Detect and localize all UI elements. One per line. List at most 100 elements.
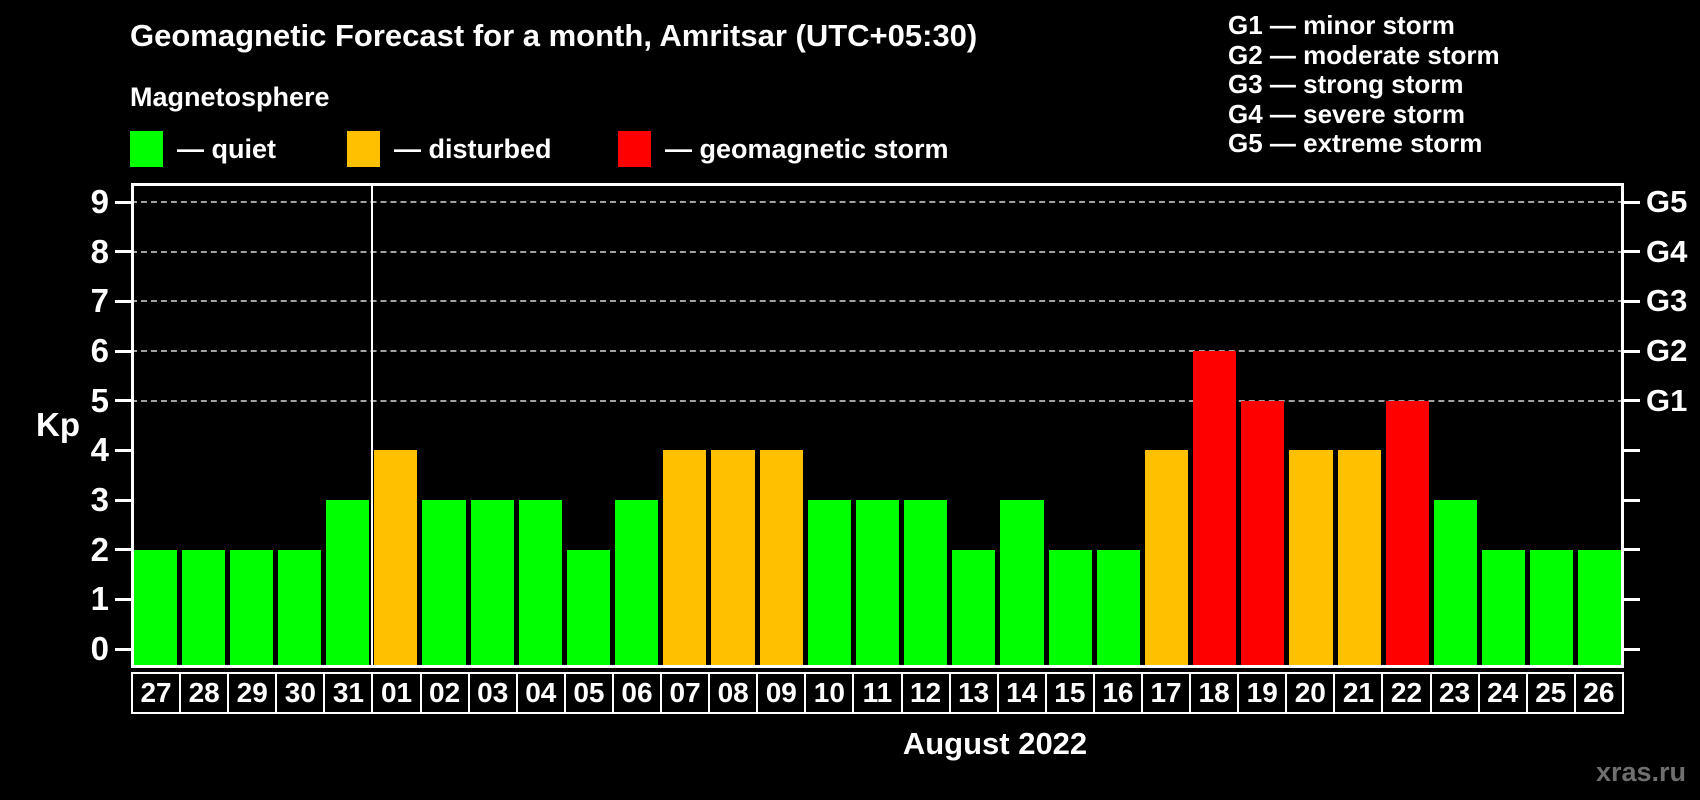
kp-bar-day-04 xyxy=(518,500,562,668)
y-tick-left-5 xyxy=(115,399,131,403)
storm-scale-legend: G1 — minor storm G2 — moderate storm G3 … xyxy=(1228,10,1500,159)
y-tick-left-0 xyxy=(115,647,131,651)
y-tick-left-1 xyxy=(115,597,131,601)
y-tick-right-4 xyxy=(1624,448,1640,452)
day-label-07: 07 xyxy=(660,672,711,714)
day-label-05: 05 xyxy=(563,672,614,714)
day-label-20: 20 xyxy=(1285,672,1336,714)
kp-bar-day-21 xyxy=(1337,450,1381,668)
day-label-08: 08 xyxy=(708,672,759,714)
right-axis-label-g4: G4 xyxy=(1646,233,1688,269)
day-label-16: 16 xyxy=(1092,672,1143,714)
day-label-09: 09 xyxy=(756,672,807,714)
kp-bar-day-20 xyxy=(1289,450,1333,668)
y-tick-right-8 xyxy=(1624,250,1640,254)
y-tick-right-1 xyxy=(1624,597,1640,601)
day-label-21: 21 xyxy=(1333,672,1384,714)
kp-bar-day-14 xyxy=(1000,500,1044,668)
kp-bar-day-29 xyxy=(229,549,273,668)
day-label-22: 22 xyxy=(1381,672,1432,714)
kp-bar-day-19 xyxy=(1241,400,1285,668)
y-axis-label-3: 3 xyxy=(90,481,109,519)
y-tick-right-3 xyxy=(1624,498,1640,502)
legend-item-quiet: — quiet xyxy=(130,130,276,168)
legend-item-storm: — geomagnetic storm xyxy=(618,130,949,168)
day-label-31: 31 xyxy=(323,672,374,714)
legend-item-disturbed: — disturbed xyxy=(347,130,552,168)
kp-bar-day-09 xyxy=(759,450,803,668)
storm-scale-item-g5: G5 — extreme storm xyxy=(1228,128,1483,159)
kp-bar-day-08 xyxy=(711,450,755,668)
day-label-06: 06 xyxy=(611,672,663,714)
right-axis-label-g1: G1 xyxy=(1646,382,1688,418)
y-axis-label-6: 6 xyxy=(90,332,109,370)
watermark: xras.ru xyxy=(1595,757,1686,787)
y-axis-label-9: 9 xyxy=(90,183,109,221)
day-label-27: 27 xyxy=(131,672,182,714)
kp-bar-day-07 xyxy=(663,450,707,668)
storm-scale-item-g1: G1 — minor storm xyxy=(1228,10,1455,40)
kp-bar-day-16 xyxy=(1096,549,1140,668)
kp-bar-day-27 xyxy=(133,549,177,668)
kp-bar-day-06 xyxy=(615,500,659,668)
month-separator-line xyxy=(370,183,373,668)
day-label-14: 14 xyxy=(996,672,1047,714)
storm-scale-item-g3: G3 — strong storm xyxy=(1228,69,1464,100)
day-label-04: 04 xyxy=(515,672,566,714)
gridline-kp-5 xyxy=(131,399,1624,402)
day-label-18: 18 xyxy=(1189,672,1240,714)
kp-bar-day-10 xyxy=(807,500,851,668)
day-label-28: 28 xyxy=(179,672,230,714)
y-axis-label-7: 7 xyxy=(90,282,109,320)
magnetosphere-label: Magnetosphere xyxy=(130,82,330,112)
y-axis-title: Kp xyxy=(36,406,80,443)
kp-bar-day-15 xyxy=(1048,549,1092,668)
quiet-swatch xyxy=(130,131,163,167)
day-label-29: 29 xyxy=(227,672,278,714)
kp-bar-day-13 xyxy=(952,549,996,668)
disturbed-label: — disturbed xyxy=(394,133,552,164)
right-axis-label-g2: G2 xyxy=(1646,333,1688,369)
page-title: Geomagnetic Forecast for a month, Amrits… xyxy=(130,18,978,53)
disturbed-swatch xyxy=(347,131,380,167)
y-axis-label-8: 8 xyxy=(90,232,109,270)
y-tick-right-0 xyxy=(1624,647,1640,651)
storm-label: — geomagnetic storm xyxy=(665,133,949,164)
y-tick-left-7 xyxy=(115,299,131,303)
x-axis-title: August 2022 xyxy=(902,726,1088,761)
kp-bar-day-12 xyxy=(904,500,948,668)
day-label-13: 13 xyxy=(948,672,999,714)
day-label-01: 01 xyxy=(371,672,422,714)
gridline-kp-8 xyxy=(131,250,1624,253)
day-label-25: 25 xyxy=(1525,672,1576,714)
quiet-label: — quiet xyxy=(177,133,276,164)
kp-bar-day-25 xyxy=(1530,549,1574,668)
y-tick-left-2 xyxy=(115,548,131,552)
y-tick-right-2 xyxy=(1624,548,1640,552)
day-label-24: 24 xyxy=(1477,672,1528,714)
day-label-03: 03 xyxy=(467,672,518,714)
day-label-10: 10 xyxy=(804,672,855,714)
day-label-23: 23 xyxy=(1429,672,1480,714)
y-axis-label-2: 2 xyxy=(90,530,109,568)
y-tick-left-9 xyxy=(115,200,131,204)
kp-bar-day-17 xyxy=(1144,450,1189,668)
kp-bar-day-11 xyxy=(855,500,900,668)
kp-bar-day-24 xyxy=(1482,549,1526,668)
kp-bar-day-01 xyxy=(374,450,418,668)
storm-swatch xyxy=(618,131,651,167)
y-tick-right-5 xyxy=(1624,399,1640,403)
y-tick-right-6 xyxy=(1624,349,1640,353)
gridline-kp-6 xyxy=(131,350,1624,353)
y-tick-right-9 xyxy=(1624,200,1640,204)
y-axis-label-5: 5 xyxy=(90,381,109,419)
kp-bar-day-28 xyxy=(181,549,225,668)
kp-bar-day-30 xyxy=(277,549,322,668)
gridline-kp-9 xyxy=(131,201,1624,204)
kp-bar-day-03 xyxy=(470,500,514,668)
day-axis-row: 27 28 29 30 31 01 02 03 04 05 06 07 08 09 10 11 12 13 14 15… xyxy=(131,672,1624,714)
day-label-19: 19 xyxy=(1237,672,1288,714)
right-axis-label-g3: G3 xyxy=(1646,283,1688,319)
kp-bar-day-23 xyxy=(1433,500,1477,668)
